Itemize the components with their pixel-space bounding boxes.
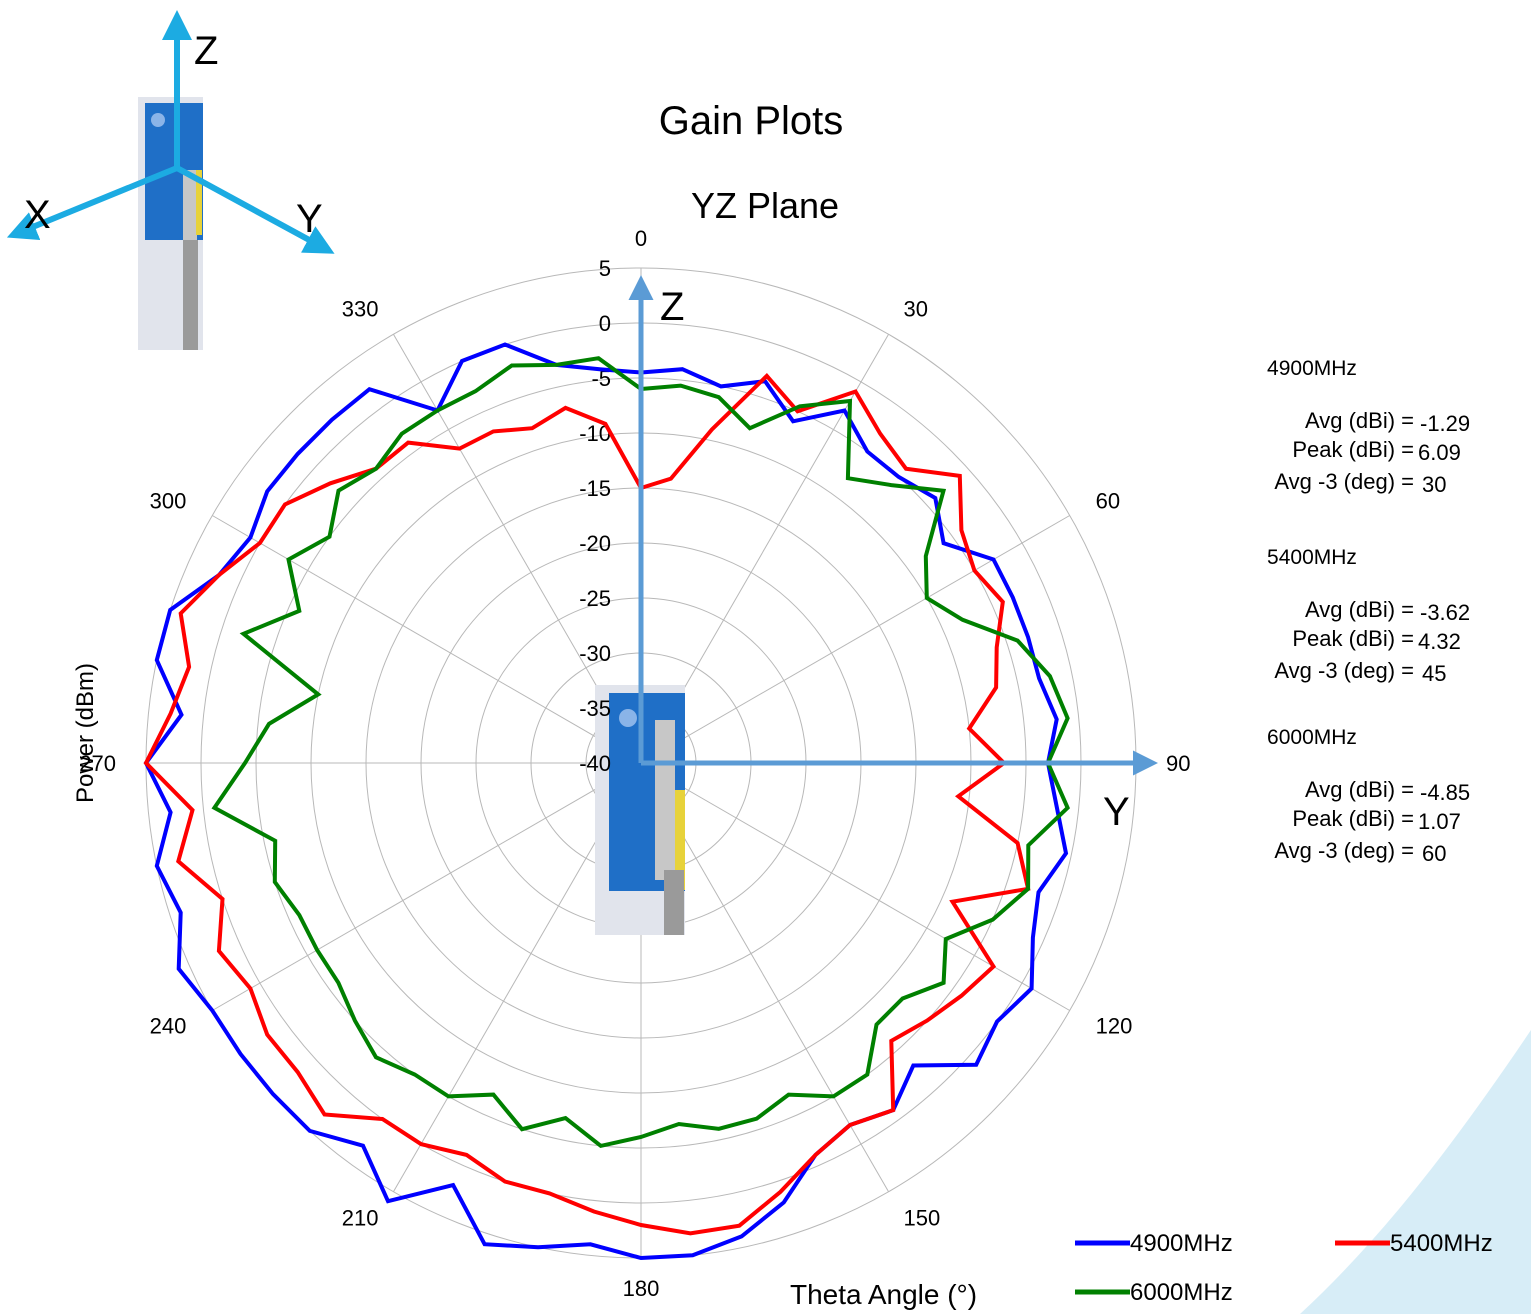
stats-label: Avg (dBi) = (1305, 777, 1414, 802)
antenna-photo-top (138, 97, 203, 350)
chart-title: Gain Plots (659, 99, 844, 143)
legend-item-4900MHz: 4900MHz (1075, 1230, 1233, 1257)
angle-tick-label: 180 (623, 1276, 660, 1301)
radial-tick-label: -40 (579, 751, 611, 776)
radial-tick-label: -5 (591, 366, 611, 391)
xyz-axes-icon: Z X Y (6, 10, 335, 350)
stats-label: Peak (dBi) = (1292, 806, 1414, 831)
stats-label: Avg -3 (deg) = (1274, 469, 1414, 494)
angle-tick-label: 120 (1096, 1014, 1133, 1039)
angle-tick-label: 270 (79, 751, 116, 776)
radial-tick-label: 0 (599, 311, 611, 336)
series-line-6000MHz (211, 356, 1070, 1149)
light-blue-corner-shape (1300, 1030, 1531, 1314)
radial-tick-label: -25 (579, 586, 611, 611)
angle-tick-label: 210 (342, 1206, 379, 1231)
stats-label: Peak (dBi) = (1292, 437, 1414, 462)
stats-value: -3.62 (1420, 600, 1470, 625)
angle-tick-label: 330 (342, 296, 379, 321)
stats-value: 30 (1422, 472, 1446, 497)
grid-spoke (212, 515, 642, 764)
stats-value: 6.09 (1418, 440, 1461, 465)
stats-label: Avg -3 (deg) = (1274, 658, 1414, 683)
stats-label: Avg (dBi) = (1305, 597, 1414, 622)
legend-label: 5400MHz (1390, 1230, 1493, 1257)
angle-tick-label: 300 (150, 489, 187, 514)
angle-tick-label: 60 (1096, 489, 1120, 514)
stats-frequency: 5400MHz (1267, 546, 1357, 569)
legend-label: 4900MHz (1130, 1230, 1233, 1257)
y-axis-label: Power (dBm) (72, 663, 99, 803)
plot-axes-arrows: Z Y (628, 275, 1158, 834)
coord-x-label: X (24, 193, 51, 237)
stats-frequency: 4900MHz (1267, 357, 1357, 380)
series-layer (143, 342, 1070, 1261)
coord-y-label: Y (296, 197, 323, 241)
radial-tick-label: -30 (579, 641, 611, 666)
stats-label: Peak (dBi) = (1292, 626, 1414, 651)
angle-tick-label: 240 (150, 1014, 187, 1039)
series-line-5400MHz (143, 372, 1031, 1236)
radial-tick-label: -35 (579, 696, 611, 721)
coord-z-label: Z (194, 29, 218, 73)
angle-tick-label: 0 (635, 226, 647, 251)
stats-value: -1.29 (1420, 411, 1470, 436)
radial-tick-label: -15 (579, 476, 611, 501)
antenna-photo-center (595, 685, 685, 935)
chart-subtitle: YZ Plane (691, 185, 839, 226)
angle-tick-label: 90 (1166, 751, 1190, 776)
stats-value: 4.32 (1418, 629, 1461, 654)
grid-spoke (212, 762, 642, 1011)
legend: 4900MHz 5400MHz 6000MHz (1075, 1230, 1493, 1306)
stats-value: 60 (1422, 841, 1446, 866)
angle-tick-label: 150 (904, 1206, 941, 1231)
plot-z-label: Z (660, 285, 684, 329)
series-line-4900MHz (143, 342, 1069, 1261)
x-axis-label: Theta Angle (°) (790, 1279, 977, 1310)
stats-label: Avg (dBi) = (1305, 408, 1414, 433)
angle-tick-labels: 0 30 60 90 120 150 180 210 240 270 300 330 (79, 226, 1190, 1301)
legend-item-5400MHz: 5400MHz (1335, 1230, 1493, 1257)
plot-y-label: Y (1103, 790, 1130, 834)
grid-spoke (640, 762, 1070, 1011)
legend-item-6000MHz: 6000MHz (1075, 1279, 1233, 1306)
angle-tick-label: 30 (904, 296, 928, 321)
stats-value: 45 (1422, 661, 1446, 686)
stats-label: Avg -3 (deg) = (1274, 838, 1414, 863)
stats-value: -4.85 (1420, 780, 1470, 805)
stats-frequency: 6000MHz (1267, 726, 1357, 749)
radial-tick-label: 5 (599, 256, 611, 281)
grid-spoke (640, 515, 1070, 764)
radial-tick-labels: 50-5-10-15-20-25-30-35-40 (579, 256, 611, 776)
stats-value: 1.07 (1418, 809, 1461, 834)
legend-label: 6000MHz (1130, 1279, 1233, 1306)
radial-tick-label: -20 (579, 531, 611, 556)
